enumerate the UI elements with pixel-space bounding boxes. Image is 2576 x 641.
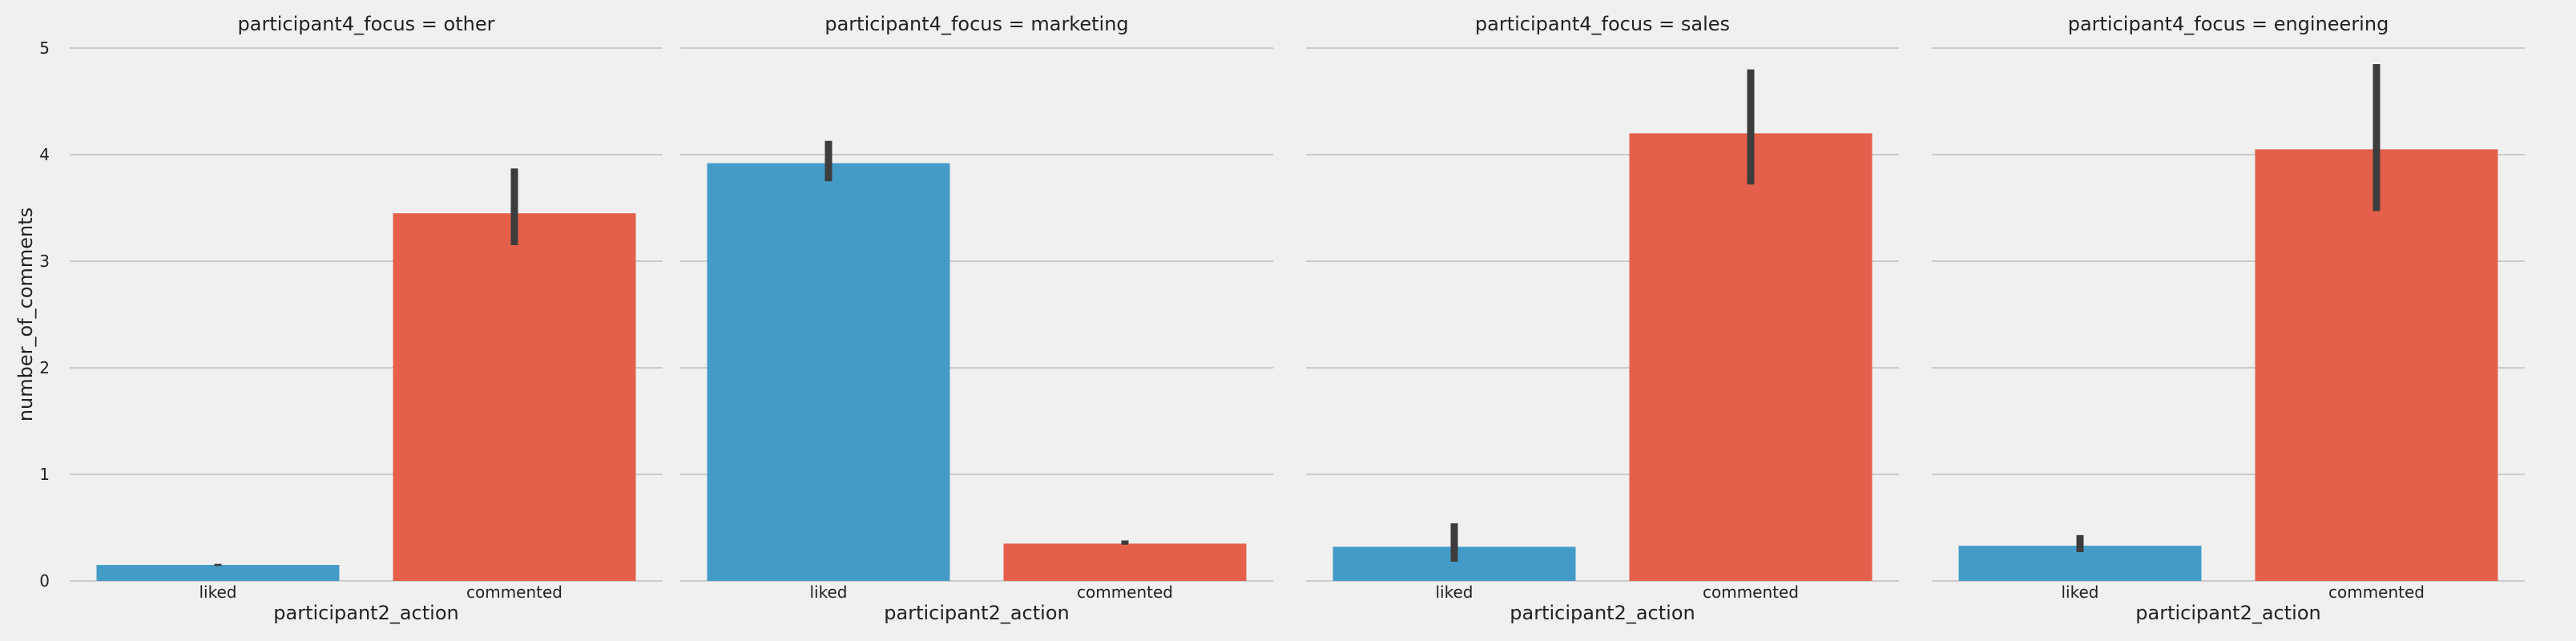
x-axis-label: participant2_action	[1510, 602, 1695, 624]
bar-commented	[2255, 149, 2498, 582]
y-tick-label: 0	[39, 571, 50, 591]
x-axis-label: participant2_action	[273, 602, 458, 624]
x-tick-label: commented	[1703, 583, 1799, 602]
x-tick-label: liked	[2062, 583, 2099, 602]
y-tick-label: 5	[39, 38, 50, 58]
y-tick-label: 1	[39, 465, 50, 484]
x-tick-label: liked	[810, 583, 848, 602]
panel-title: participant4_focus = engineering	[2068, 13, 2389, 35]
x-axis-label: participant2_action	[2135, 602, 2320, 624]
x-tick-label: commented	[466, 583, 562, 602]
bar-liked	[707, 163, 950, 581]
y-tick-label: 4	[39, 145, 50, 164]
y-axis-label: number_of_comments	[14, 208, 37, 421]
panel-title: participant4_focus = sales	[1475, 13, 1730, 35]
bar-commented	[1003, 543, 1247, 581]
bar-commented	[1629, 133, 1873, 581]
x-tick-label: commented	[2328, 583, 2425, 602]
panel-title: participant4_focus = marketing	[824, 13, 1128, 35]
y-tick-label: 3	[39, 252, 50, 271]
panel-title: participant4_focus = other	[238, 13, 495, 35]
x-tick-label: liked	[1436, 583, 1473, 602]
x-tick-label: commented	[1077, 583, 1173, 602]
bar-commented	[393, 213, 636, 581]
x-axis-label: participant2_action	[884, 602, 1069, 624]
y-tick-label: 2	[39, 358, 50, 377]
bar-liked	[96, 565, 340, 581]
x-tick-label: liked	[200, 583, 237, 602]
